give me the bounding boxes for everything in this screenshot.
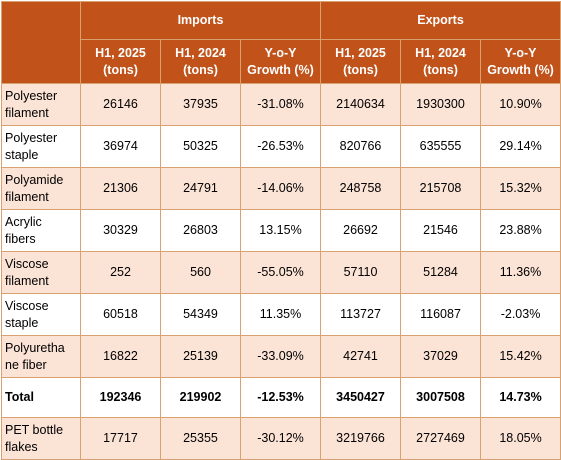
- table-cell: -12.53%: [239, 377, 322, 418]
- table-cell: 26692: [320, 209, 402, 252]
- exports-yoy-header: Y-o-Y Growth (%): [480, 39, 561, 84]
- row-label: Polyester staple: [1, 125, 81, 168]
- table-cell: 57110: [320, 251, 402, 294]
- table-cell: 3007508: [400, 377, 482, 418]
- table-body: Polyester filament 26146 37935 -31.08% 214063…: [1, 83, 561, 460]
- table-cell: 26146: [80, 83, 161, 126]
- table-cell: 51284: [400, 251, 482, 294]
- table-row: Viscose staple 60518 54349 11.35% 113727 11608…: [1, 293, 561, 336]
- table-cell: 116087: [400, 293, 482, 336]
- table-row: PET bottle flakes 17717 25355 -30.12% 3219766…: [1, 417, 561, 460]
- table-cell: 42741: [320, 335, 402, 378]
- table-cell: 635555: [400, 125, 482, 168]
- imports-h1-2024-header: H1, 2024 (tons): [160, 39, 241, 84]
- table-cell: 21546: [400, 209, 482, 252]
- table-cell: 2727469: [400, 417, 482, 460]
- table-cell: 11.36%: [480, 251, 561, 294]
- table-cell: -2.03%: [480, 293, 561, 336]
- table-cell: 248758: [320, 167, 402, 210]
- row-label: Acrylic fibers: [1, 209, 81, 252]
- table-cell: 37029: [400, 335, 482, 378]
- table-cell: -30.12%: [239, 417, 322, 460]
- table-cell: -26.53%: [239, 125, 322, 168]
- row-label: Polyamide filament: [1, 167, 81, 210]
- table-cell: 14.73%: [480, 377, 561, 418]
- table-cell: 24791: [160, 167, 241, 210]
- table-cell: 37935: [160, 83, 241, 126]
- table-cell: 17717: [80, 417, 161, 460]
- table-cell: 60518: [80, 293, 161, 336]
- table-cell: 18.05%: [480, 417, 561, 460]
- table-cell: 21306: [80, 167, 161, 210]
- table-row: Viscose filament 252 560 -55.05% 57110 51284 11…: [1, 251, 561, 294]
- table-cell: 560: [160, 251, 241, 294]
- table-cell: 3450427: [320, 377, 402, 418]
- row-label: Total: [1, 377, 81, 418]
- table-cell: 25139: [160, 335, 241, 378]
- table-cell: -14.06%: [239, 167, 322, 210]
- row-label: PET bottle flakes: [1, 417, 81, 460]
- table-cell: 16822: [80, 335, 161, 378]
- table-cell: 3219766: [320, 417, 402, 460]
- row-label: Viscose filament: [1, 251, 81, 294]
- table-cell: 23.88%: [480, 209, 561, 252]
- exports-header: Exports: [320, 1, 561, 40]
- table-cell: 11.35%: [239, 293, 322, 336]
- table-cell: 30329: [80, 209, 161, 252]
- imports-yoy-header: Y-o-Y Growth (%): [239, 39, 322, 84]
- table-cell: 50325: [160, 125, 241, 168]
- row-label: Polyuretha ne fiber: [1, 335, 81, 378]
- table-cell: 36974: [80, 125, 161, 168]
- table-cell: 13.15%: [239, 209, 322, 252]
- table-cell: 215708: [400, 167, 482, 210]
- row-label: Viscose staple: [1, 293, 81, 336]
- table-cell: 26803: [160, 209, 241, 252]
- total-row: Total 192346 219902 -12.53% 3450427 3007508 14…: [1, 377, 561, 418]
- table-cell: -33.09%: [239, 335, 322, 378]
- table-cell: 25355: [160, 417, 241, 460]
- imports-header: Imports: [79, 1, 322, 40]
- table-row: Polyamide filament 21306 24791 -14.06% 248758…: [1, 167, 561, 210]
- table-row: Polyuretha ne fiber 16822 25139 -33.09% 42741…: [1, 335, 561, 378]
- table-header: Imports Exports H1, 2025 (tons) H1, 2024 (t…: [1, 1, 561, 84]
- row-label: Polyester filament: [1, 83, 81, 126]
- table-cell: 219902: [160, 377, 241, 418]
- table-cell: 54349: [160, 293, 241, 336]
- table-cell: 252: [80, 251, 161, 294]
- exports-h1-2024-header: H1, 2024 (tons): [400, 39, 482, 84]
- table-cell: -55.05%: [239, 251, 322, 294]
- table-cell: 15.32%: [480, 167, 561, 210]
- table-cell: 15.42%: [480, 335, 561, 378]
- table-row: Acrylic fibers 30329 26803 13.15% 26692 21546 2…: [1, 209, 561, 252]
- table-cell: 820766: [320, 125, 402, 168]
- imports-h1-2025-header: H1, 2025 (tons): [80, 39, 161, 84]
- corner-cell: [1, 1, 81, 84]
- table-cell: 192346: [80, 377, 161, 418]
- table-cell: 1930300: [400, 83, 482, 126]
- table-cell: 10.90%: [480, 83, 561, 126]
- table-row: Polyester staple 36974 50325 -26.53% 820766 63…: [1, 125, 561, 168]
- exports-h1-2025-header: H1, 2025 (tons): [320, 39, 402, 84]
- table-cell: -31.08%: [239, 83, 322, 126]
- table-cell: 29.14%: [480, 125, 561, 168]
- table-row: Polyester filament 26146 37935 -31.08% 214063…: [1, 83, 561, 126]
- table-cell: 113727: [320, 293, 402, 336]
- table-cell: 2140634: [320, 83, 402, 126]
